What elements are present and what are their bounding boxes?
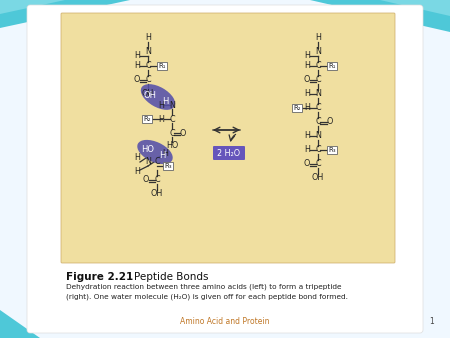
Text: H: H	[134, 51, 140, 61]
Text: H: H	[134, 62, 140, 71]
Text: C: C	[315, 160, 321, 169]
Text: C: C	[315, 118, 321, 126]
Text: O: O	[143, 175, 149, 185]
Text: H: H	[162, 97, 168, 105]
Text: H: H	[158, 100, 164, 110]
Ellipse shape	[141, 84, 175, 110]
Text: R₂: R₂	[143, 116, 151, 122]
Text: C: C	[315, 103, 321, 113]
Text: H: H	[159, 151, 165, 161]
Text: Amino Acid and Protein: Amino Acid and Protein	[180, 317, 270, 326]
Text: R₁: R₁	[328, 63, 336, 69]
Text: OH: OH	[151, 190, 163, 198]
Text: O: O	[180, 128, 186, 138]
Text: N: N	[315, 131, 321, 141]
Text: H: H	[134, 167, 140, 175]
Text: C: C	[315, 62, 321, 71]
Text: N: N	[145, 158, 151, 167]
Polygon shape	[380, 0, 450, 16]
Text: H: H	[304, 90, 310, 98]
Text: Dehydration reaction between three amino acids (left) to form a tripeptide: Dehydration reaction between three amino…	[66, 284, 342, 290]
Text: C: C	[169, 128, 175, 138]
Polygon shape	[0, 0, 65, 14]
FancyBboxPatch shape	[27, 5, 423, 333]
FancyBboxPatch shape	[213, 146, 245, 160]
Text: Figure 2.21: Figure 2.21	[66, 272, 133, 282]
Text: OH: OH	[312, 173, 324, 183]
Text: R₃: R₃	[328, 147, 336, 153]
Text: C: C	[154, 158, 160, 167]
Text: C: C	[169, 115, 175, 123]
Text: C: C	[145, 62, 151, 71]
Text: C: C	[154, 175, 160, 185]
Text: N: N	[315, 48, 321, 56]
Polygon shape	[0, 0, 130, 28]
Text: N: N	[145, 48, 151, 56]
Text: C: C	[315, 75, 321, 84]
Text: C: C	[145, 75, 151, 84]
Text: (right). One water molecule (H₂O) is given off for each peptide bond formed.: (right). One water molecule (H₂O) is giv…	[66, 293, 348, 299]
Text: O: O	[304, 75, 310, 84]
Text: OH: OH	[142, 89, 154, 97]
Text: H: H	[304, 51, 310, 61]
Text: O: O	[134, 75, 140, 84]
Polygon shape	[310, 0, 450, 32]
Text: 1: 1	[430, 317, 434, 326]
Text: HO: HO	[166, 141, 178, 149]
Text: N: N	[169, 100, 175, 110]
Text: H: H	[134, 153, 140, 163]
Text: C: C	[315, 145, 321, 154]
Text: 2 H₂O: 2 H₂O	[217, 148, 241, 158]
Text: N: N	[315, 90, 321, 98]
Text: O: O	[304, 160, 310, 169]
Polygon shape	[0, 310, 40, 338]
Text: Peptide Bonds: Peptide Bonds	[134, 272, 208, 282]
Text: OH: OH	[144, 91, 157, 99]
Text: H: H	[162, 148, 168, 158]
Text: R₃: R₃	[164, 163, 172, 169]
FancyBboxPatch shape	[61, 13, 395, 263]
Text: O: O	[327, 118, 333, 126]
Text: R₂: R₂	[293, 105, 301, 111]
Text: H: H	[158, 115, 164, 123]
Text: H: H	[304, 145, 310, 154]
Text: H: H	[304, 103, 310, 113]
Text: H: H	[304, 131, 310, 141]
Text: H: H	[145, 33, 151, 43]
Text: H: H	[315, 33, 321, 43]
Text: R₁: R₁	[158, 63, 166, 69]
Text: H: H	[304, 62, 310, 71]
Ellipse shape	[137, 140, 173, 164]
Text: HO: HO	[141, 145, 154, 153]
